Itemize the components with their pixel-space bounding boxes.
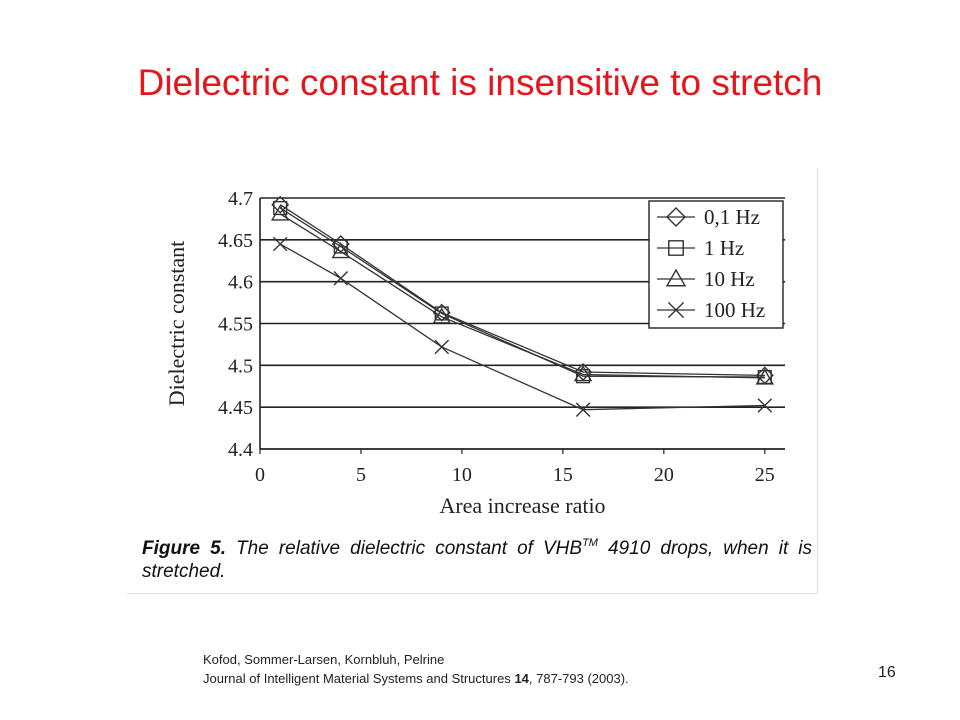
- x-tick-label: 0: [255, 464, 265, 486]
- legend-label: 100 Hz: [704, 298, 765, 322]
- legend-item: 100 Hz: [657, 298, 765, 322]
- chart-legend: 0,1 Hz 1 Hz 10 Hz 100 Hz: [648, 200, 784, 329]
- slide-title: Dielectric constant is insensitive to st…: [137, 62, 823, 103]
- y-tick-label: 4.4: [228, 439, 253, 461]
- marker-triangle: [665, 268, 687, 287]
- legend-label: 0,1 Hz: [704, 205, 760, 229]
- series-line: [279, 207, 765, 378]
- marker-triangle: [331, 242, 350, 259]
- legend-item: 10 Hz: [657, 267, 755, 291]
- marker-cross: [757, 398, 773, 413]
- marker-cross-stroke: [757, 398, 773, 413]
- marker-cross: [667, 301, 685, 319]
- y-tick-label: 4.65: [218, 230, 253, 252]
- caption-text-1: The relative dielectric constant of VHB: [236, 538, 583, 559]
- x-tick-label: 10: [452, 464, 472, 486]
- citation: Kofod, Sommer-Larsen, Kornbluh, Pelrine …: [203, 650, 629, 688]
- marker-cross-stroke: [272, 236, 288, 252]
- x-tick-label: 5: [356, 464, 366, 486]
- marker-square: [333, 239, 348, 254]
- caption-label: Figure 5.: [142, 538, 226, 559]
- y-tick-label: 4.7: [228, 188, 253, 210]
- caption-text-2: 4910 drops, when it is stretched.: [142, 538, 813, 582]
- marker-square: [434, 306, 449, 321]
- marker-cross: [272, 236, 288, 252]
- series-triangle: [270, 204, 775, 385]
- citation-journal: Journal of Intelligent Material Systems …: [203, 671, 511, 686]
- marker-triangle: [270, 204, 290, 221]
- caption-superscript: TM: [582, 537, 598, 549]
- y-axis-label: Dielectric constant: [164, 241, 189, 407]
- series-cross: [272, 236, 773, 417]
- chart-tick-labels: 4.7 4.65 4.6 4.55 4.5 4.45 4.40 5 10 15 20 25: [218, 188, 775, 486]
- marker-cross-stroke: [575, 402, 591, 417]
- marker-cross: [575, 402, 591, 417]
- x-tick-label: 25: [755, 464, 775, 486]
- chart: 4.7 4.65 4.6 4.55 4.5 4.45 4.40 5 10 15 20 25 0,1 H…: [164, 188, 785, 518]
- chart-series: [270, 195, 775, 417]
- citation-pages: , 787-793 (2003).: [528, 671, 629, 686]
- x-tick-label: 20: [654, 464, 674, 486]
- marker-cross-stroke: [434, 339, 450, 355]
- y-tick-label: 4.45: [218, 397, 253, 419]
- page-number: 16: [878, 664, 896, 681]
- marker-triangle: [432, 307, 451, 324]
- figure-caption: Figure 5. The relative dielectric consta…: [142, 537, 812, 583]
- citation-source: Journal of Intelligent Material Systems …: [203, 669, 629, 688]
- legend-item: 0,1 Hz: [657, 205, 760, 229]
- legend-label: 1 Hz: [704, 236, 744, 260]
- y-tick-label: 4.6: [228, 272, 253, 294]
- series-line: [279, 204, 765, 377]
- x-axis-label: Area increase ratio: [439, 493, 605, 518]
- marker-cross-stroke: [333, 271, 349, 286]
- legend-item: 1 Hz: [657, 236, 744, 260]
- citation-volume: 14: [514, 671, 529, 686]
- y-tick-label: 4.55: [218, 314, 253, 336]
- y-tick-label: 4.5: [228, 355, 253, 377]
- chart-axes: [259, 198, 785, 454]
- citation-authors: Kofod, Sommer-Larsen, Kornbluh, Pelrine: [203, 652, 445, 667]
- marker-cross-stroke: [667, 301, 685, 319]
- marker-square: [575, 369, 591, 384]
- marker-diamond: [666, 207, 686, 227]
- marker-square: [668, 240, 684, 256]
- legend-label: 10 Hz: [704, 267, 755, 291]
- x-tick-label: 15: [553, 464, 573, 486]
- marker-cross: [333, 271, 349, 286]
- marker-triangle: [755, 368, 775, 385]
- series-line: [279, 213, 765, 379]
- marker-cross: [434, 339, 450, 355]
- marker-triangle: [573, 365, 593, 382]
- figure-panel: 4.7 4.65 4.6 4.55 4.5 4.45 4.4 0 5 10 15 20 25 0,1 H…: [127, 168, 818, 594]
